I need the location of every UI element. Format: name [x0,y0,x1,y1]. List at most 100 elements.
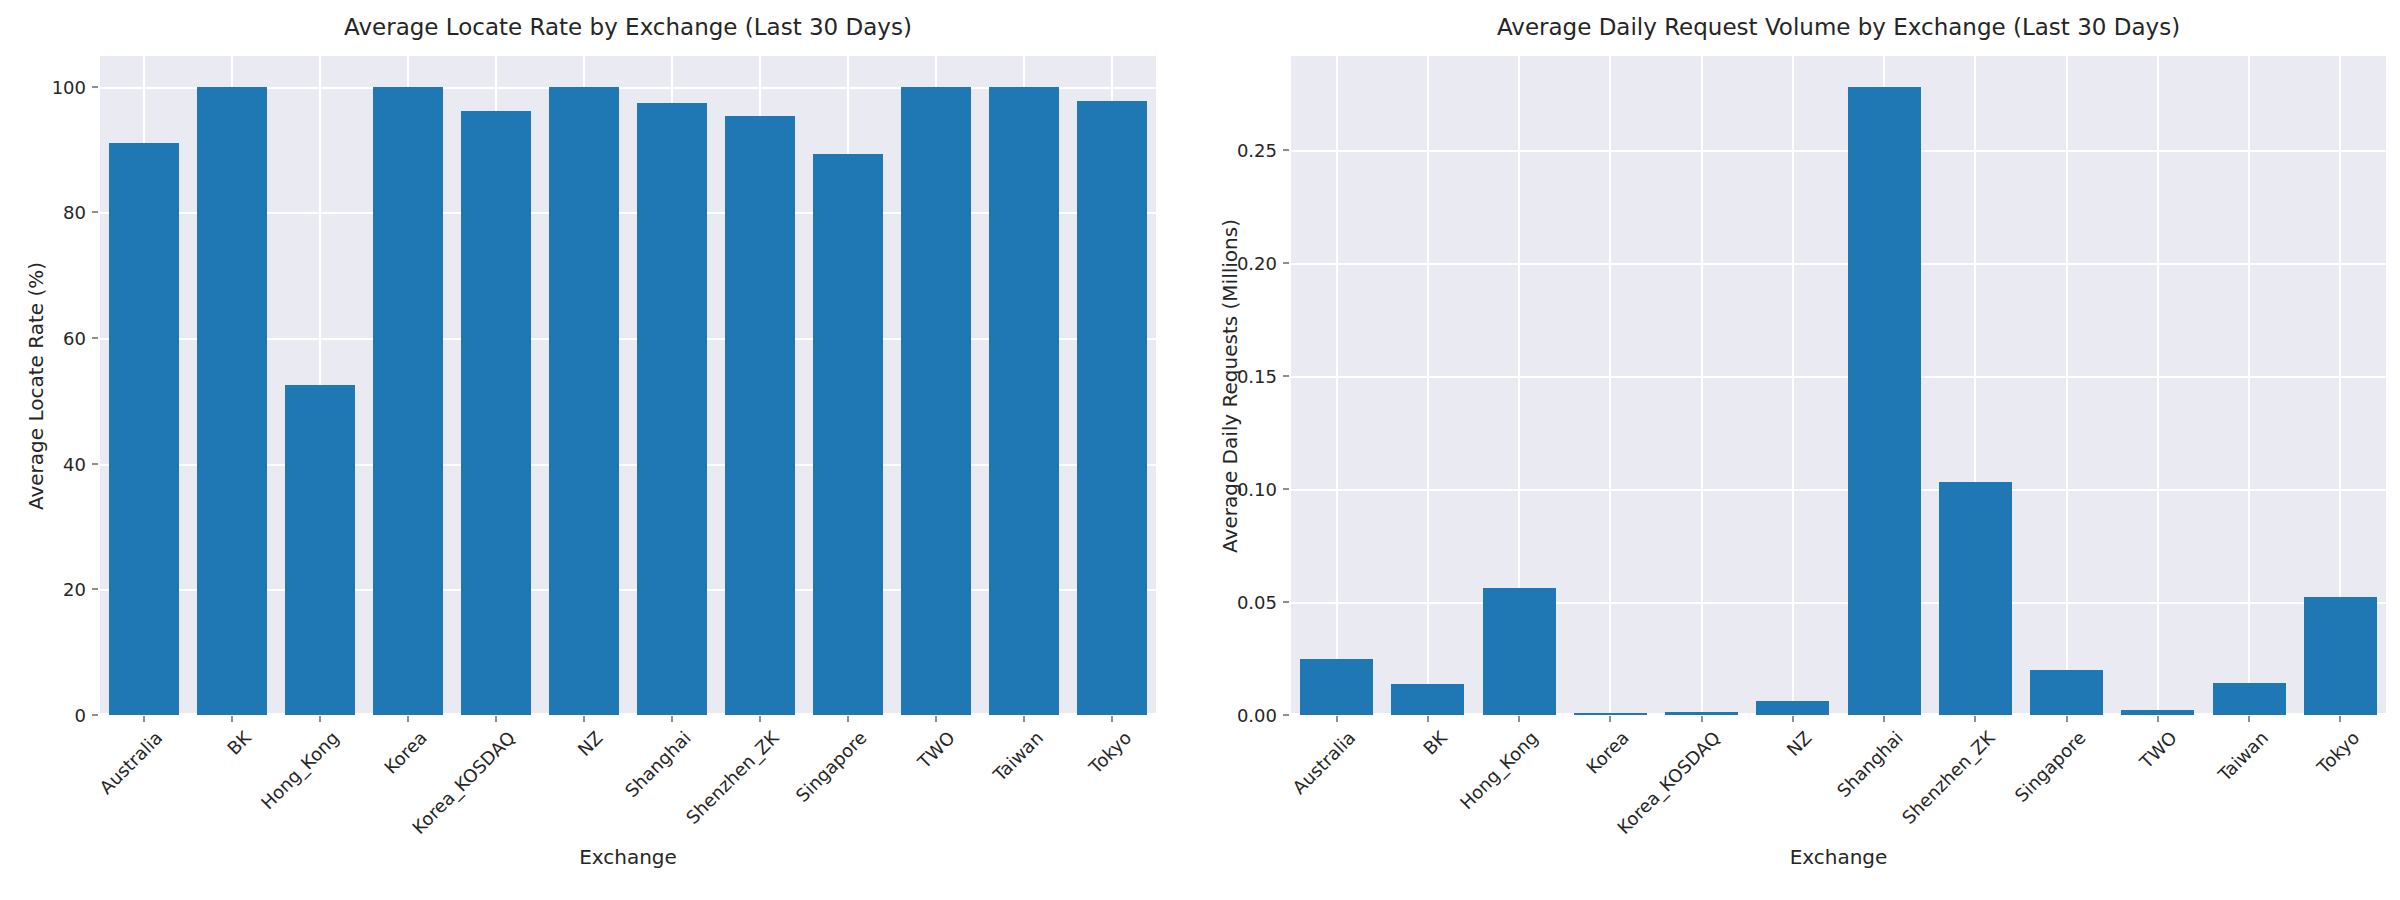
y-tick-label: 0.00 [1219,705,1277,726]
y-tick-mark [92,337,98,339]
gridline-vertical [2066,56,2068,715]
chart-title: Average Locate Rate by Exchange (Last 30… [100,14,1156,40]
gridline-horizontal [1291,263,2386,265]
x-tick-mark [1023,716,1025,722]
x-tick-mark [2339,716,2341,722]
x-tick-label: TWO [2135,727,2180,772]
y-tick-label: 0.10 [1219,479,1277,500]
y-tick-label: 0.05 [1219,592,1277,613]
y-tick-mark [92,211,98,213]
x-tick-mark [2248,716,2250,722]
x-tick-mark [231,716,233,722]
x-tick-label: BK [223,727,255,759]
y-tick-mark [92,86,98,88]
bar-BK [197,87,267,715]
bar-TWO [2121,710,2194,715]
x-tick-label: NZ [1783,727,1816,760]
bar-NZ [1756,701,1829,715]
bar-Taiwan [989,87,1059,715]
plot-area [100,56,1156,715]
gridline-vertical [1792,56,1794,715]
x-tick-mark [1609,716,1611,722]
bar-Singapore [2030,670,2103,715]
x-tick-label: BK [1419,727,1451,759]
gridline-horizontal [1291,489,2386,491]
x-tick-mark [759,716,761,722]
x-tick-label: Shenzhen_ZK [682,727,783,828]
bar-Shanghai [1848,87,1921,715]
x-tick-label: Australia [96,727,167,798]
bar-BK [1391,684,1464,715]
bar-Hong_Kong [285,385,355,715]
x-tick-label: TWO [914,727,959,772]
x-tick-mark [1792,716,1794,722]
x-tick-label: Korea [1582,727,1633,778]
x-tick-label: Singapore [792,727,871,806]
y-tick-label: 20 [28,579,86,600]
x-tick-label: Hong_Kong [1456,727,1542,813]
gridline-vertical [2248,56,2250,715]
y-tick-label: 80 [28,202,86,223]
x-tick-mark [495,716,497,722]
x-tick-label: Singapore [2010,727,2089,806]
y-tick-mark [92,463,98,465]
y-tick-mark [1283,714,1289,716]
bar-Shenzhen_ZK [1939,482,2012,715]
request-volume-chart: Average Daily Request Volume by Exchange… [1200,0,2400,900]
chart-title: Average Daily Request Volume by Exchange… [1291,14,2386,40]
gridline-vertical [1609,56,1611,715]
gridline-horizontal [1291,376,2386,378]
y-tick-mark [1283,149,1289,151]
bar-Tokyo [1077,101,1147,715]
bar-Taiwan [2213,683,2286,715]
x-tick-label: Taiwan [989,727,1047,785]
bar-NZ [549,87,619,715]
x-tick-mark [1427,716,1429,722]
x-tick-mark [319,716,321,722]
y-tick-mark [1283,488,1289,490]
locate-rate-chart: Average Locate Rate by Exchange (Last 30… [0,0,1200,900]
x-axis-label: Exchange [1291,845,2386,869]
bar-Australia [1300,659,1373,715]
x-tick-mark [2157,716,2159,722]
x-tick-mark [407,716,409,722]
bar-Korea [373,87,443,715]
x-tick-mark [1974,716,1976,722]
bar-Australia [109,143,179,715]
gridline-horizontal [1291,602,2386,604]
x-tick-label: Shenzhen_ZK [1897,727,1998,828]
y-tick-label: 0.20 [1219,253,1277,274]
bar-Hong_Kong [1483,588,1556,715]
bar-Singapore [813,154,883,715]
plot-area [1291,56,2386,715]
bar-Korea [1574,713,1647,715]
y-tick-label: 0.25 [1219,140,1277,161]
y-tick-label: 100 [28,76,86,97]
x-axis-label: Exchange [100,845,1156,869]
bar-Korea_KOSDAQ [461,111,531,715]
bar-TWO [901,87,971,715]
x-tick-label: Taiwan [2214,727,2272,785]
x-tick-label: Shanghai [621,727,695,801]
y-tick-label: 40 [28,453,86,474]
x-tick-mark [143,716,145,722]
y-tick-mark [1283,262,1289,264]
y-tick-label: 0.15 [1219,366,1277,387]
x-tick-mark [1883,716,1885,722]
x-tick-label: NZ [574,727,607,760]
y-tick-mark [92,714,98,716]
x-tick-mark [1701,716,1703,722]
x-tick-label: Korea [380,727,431,778]
bar-Korea_KOSDAQ [1665,712,1738,715]
gridline-vertical [2157,56,2159,715]
x-tick-mark [1518,716,1520,722]
x-tick-mark [1111,716,1113,722]
gridline-vertical [1427,56,1429,715]
gridline-vertical [1336,56,1338,715]
bar-Tokyo [2304,597,2377,715]
y-tick-label: 0 [28,705,86,726]
x-tick-label: Hong_Kong [256,727,342,813]
x-tick-mark [847,716,849,722]
y-tick-label: 60 [28,328,86,349]
y-tick-mark [1283,375,1289,377]
